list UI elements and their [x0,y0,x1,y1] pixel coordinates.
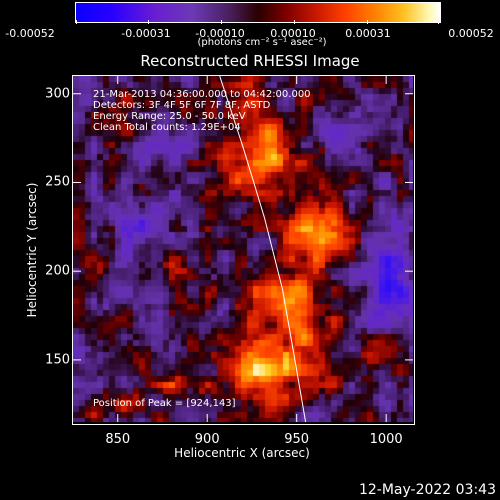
colorbar-tick-label: 0.00052 [448,27,494,40]
annotation-detectors: Detectors: 3F 4F 5F 6F 7F 8F, ASTD [93,100,271,111]
heatmap-image [73,76,413,422]
x-tick-label: 850 [105,432,131,447]
limb-overlay [219,76,307,422]
annotation-clean-counts: Clean Total counts: 1.29E+04 [93,122,241,133]
y-tick-label: 150 [45,352,70,368]
annotation-energy-range: Energy Range: 25.0 - 50.0 keV [93,111,246,122]
x-tick-label: 1000 [369,432,403,447]
colorbar-units: (photons cm⁻² s⁻¹ asec⁻²) [197,37,327,48]
colorbar [75,2,441,23]
y-tick-label: 300 [45,86,70,102]
y-tick-label: 200 [45,263,70,279]
annotation-block: 21-Mar-2013 04:36:00.000 to 04:42:00.000… [93,89,311,133]
peak-position-label: Position of Peak = [924,143] [93,398,236,409]
annotation-time-range: 21-Mar-2013 04:36:00.000 to 04:42:00.000 [93,89,311,100]
colorbar-tick-label: -0.00031 [121,27,171,40]
y-tick-label: 250 [45,174,70,190]
chart-title: Reconstructed RHESSI Image [140,52,360,70]
colorbar-tick-label: 0.00031 [345,27,391,40]
colorbar-tick-label: -0.00010 [195,27,245,40]
colorbar-tick-label: -0.00052 [5,27,55,40]
plot-frame [72,75,415,425]
colorbar-tick-marks [0,20,500,24]
y-axis-label: Heliocentric Y (arcsec) [25,182,39,318]
x-tick-label: 900 [194,432,220,447]
x-axis-label: Heliocentric X (arcsec) [174,446,310,460]
x-tick-label: 950 [284,432,310,447]
footer-timestamp: 12-May-2022 03:43 [358,482,496,498]
colorbar-tick-label: 0.00010 [270,27,316,40]
solar-limb-curve [219,76,307,422]
image-plot: 21-Mar-2013 04:36:00.000 to 04:42:00.000… [73,76,413,422]
